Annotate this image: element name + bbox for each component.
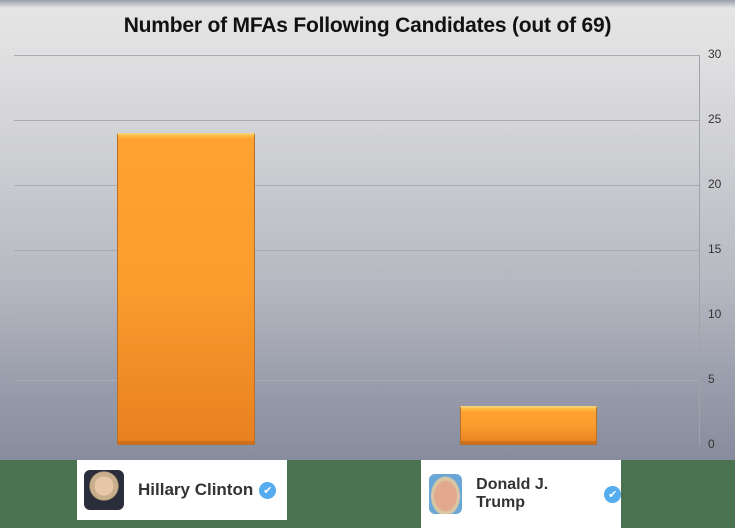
trump-avatar — [429, 474, 463, 514]
gridline-30 — [14, 55, 699, 56]
plot-area — [0, 0, 735, 460]
y-tick-5: 5 — [708, 372, 715, 386]
y-tick-15: 15 — [708, 242, 722, 256]
category-label-clinton: Hillary Clinton ✔ — [77, 460, 287, 520]
trump-name: Donald J. Trump — [476, 476, 549, 511]
y-axis-line — [699, 55, 700, 445]
y-tick-0: 0 — [708, 437, 715, 451]
bar-donald-trump — [460, 406, 597, 445]
bar-hillary-clinton — [117, 133, 255, 445]
y-tick-30: 30 — [708, 47, 722, 61]
verified-badge-icon: ✔ — [604, 485, 621, 503]
gridline-15 — [14, 250, 699, 251]
y-tick-20: 20 — [708, 177, 722, 191]
verified-badge-icon: ✔ — [259, 481, 277, 499]
gridline-25 — [14, 120, 699, 121]
clinton-name: Hillary Clinton — [138, 480, 254, 499]
chart-title: Number of MFAs Following Candidates (out… — [123, 14, 612, 37]
y-tick-10: 10 — [708, 307, 722, 321]
gridline-20 — [14, 185, 699, 186]
clinton-avatar — [84, 470, 124, 510]
gridline-10 — [14, 315, 699, 316]
gridline-5 — [14, 380, 699, 381]
category-label-trump: Donald J. Trump ✔ — [421, 460, 621, 528]
y-tick-25: 25 — [708, 112, 722, 126]
